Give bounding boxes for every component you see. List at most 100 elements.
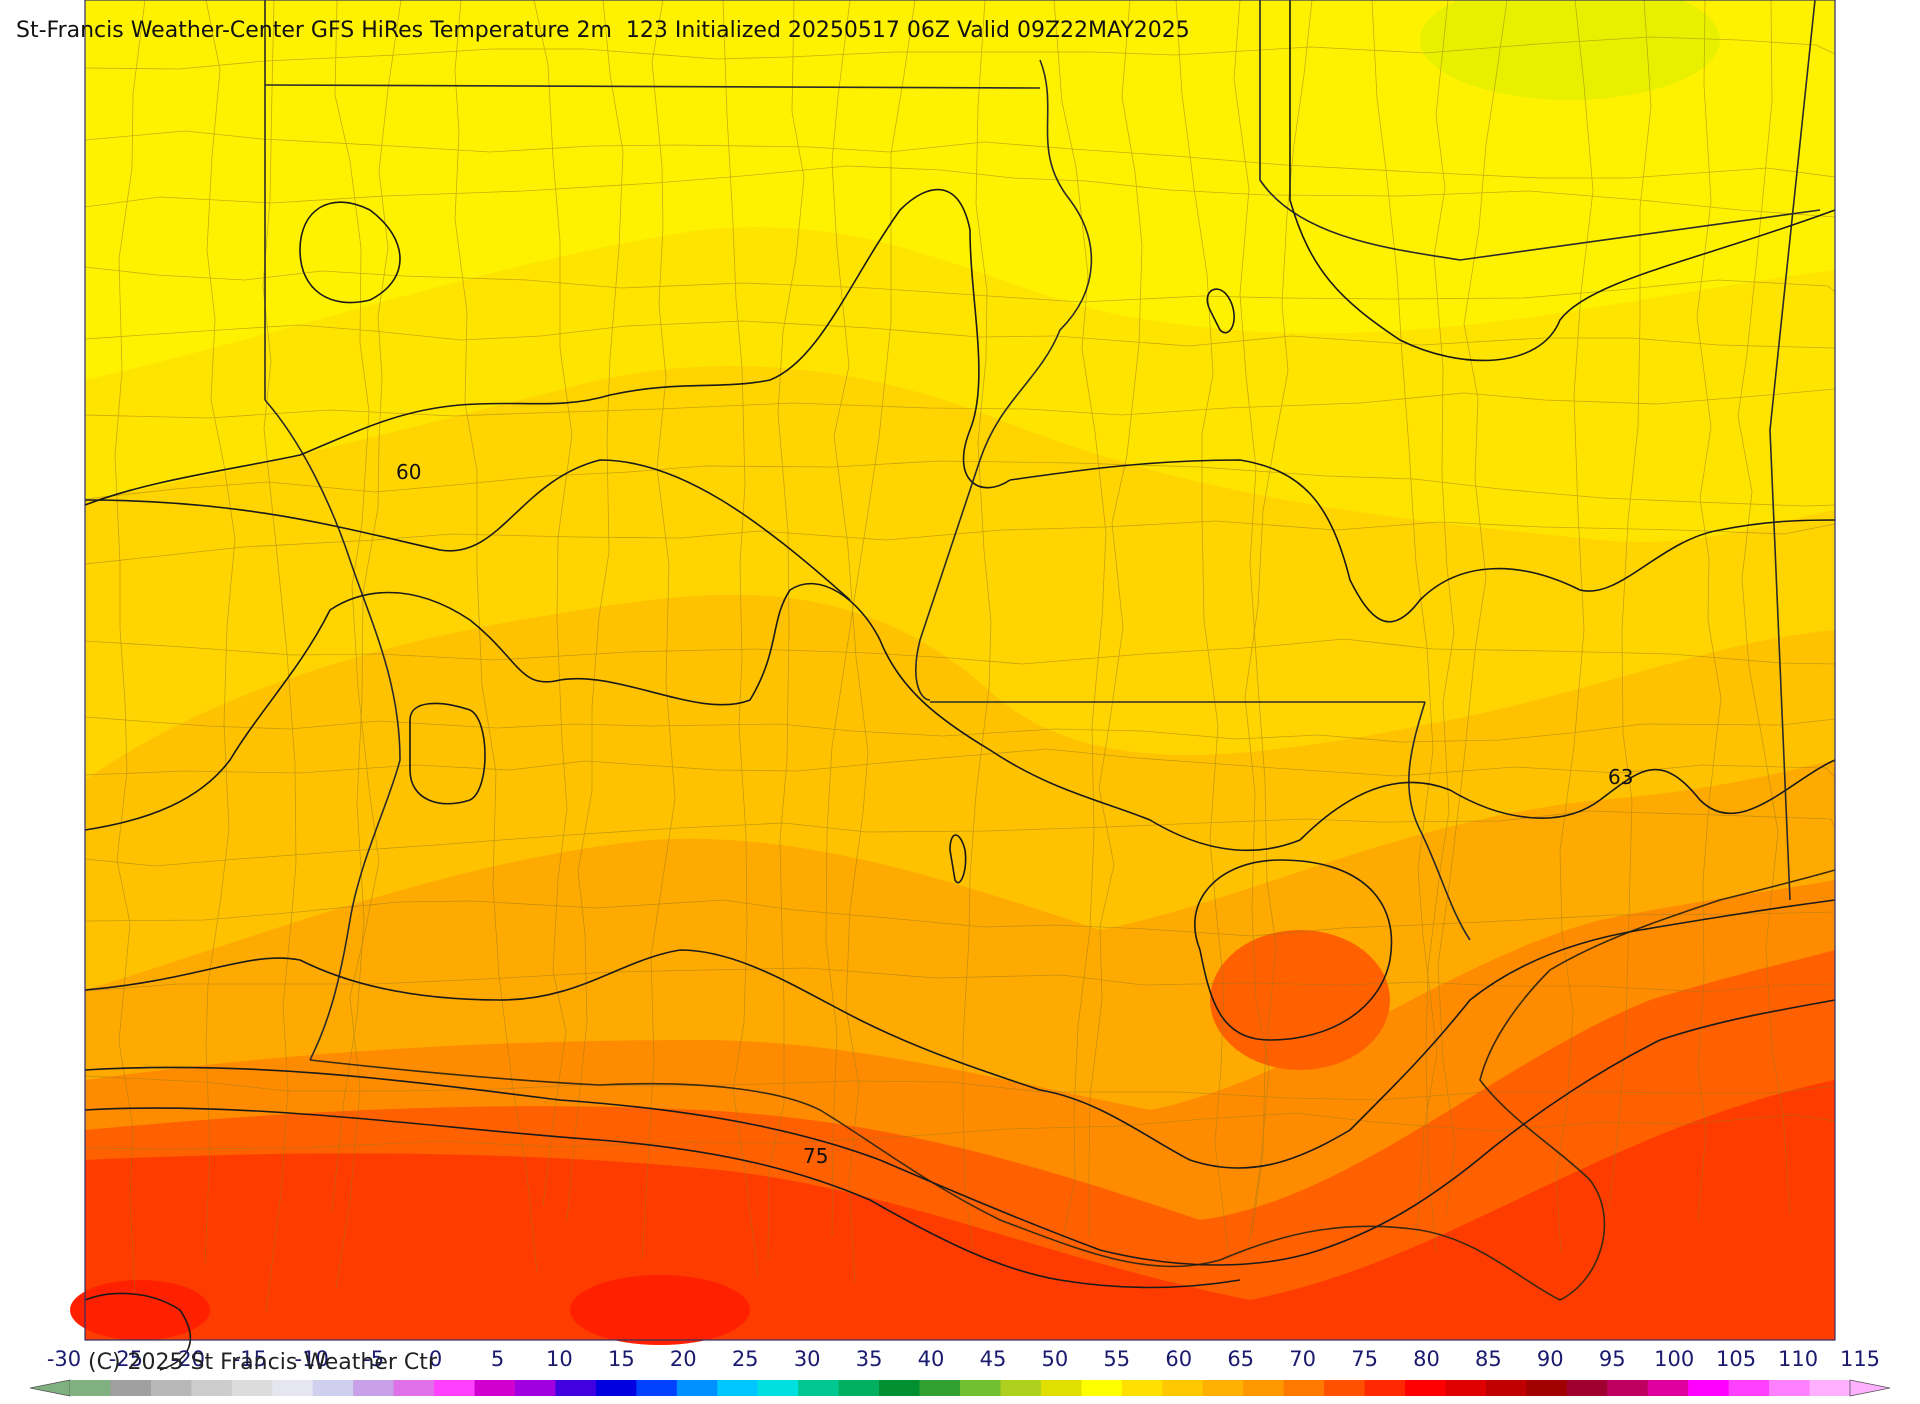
county-line <box>262 0 297 1312</box>
colorbar-swatch <box>636 1380 678 1396</box>
band-lime <box>1420 0 1720 100</box>
colorbar-swatch <box>798 1380 840 1396</box>
colorbar-tick: 20 <box>669 1347 697 1371</box>
colorbar-swatch <box>919 1380 961 1396</box>
isotherm-63 <box>84 582 1836 852</box>
colorbar-swatch <box>1607 1380 1649 1396</box>
colorbar-swatch <box>150 1380 192 1396</box>
colorbar-tick: -30 <box>46 1347 82 1371</box>
colorbar-swatch <box>1162 1380 1204 1396</box>
colorbar-tick: 5 <box>490 1347 505 1371</box>
county-line <box>84 460 1836 507</box>
colorbar-tick: 105 <box>1716 1347 1757 1371</box>
county-line <box>1608 0 1652 1210</box>
county-line <box>114 0 146 1294</box>
isotherm-pocket-east <box>1194 859 1393 1041</box>
colorbar-tick: 45 <box>979 1347 1007 1371</box>
colorbar-swatch <box>555 1380 597 1396</box>
county-line <box>84 1112 1836 1150</box>
colorbar-tick: 0 <box>428 1347 443 1371</box>
state-line-ar-north <box>264 84 1041 89</box>
map-frame <box>84 0 1836 1341</box>
colorbar-tick: -10 <box>294 1347 329 1371</box>
colorbar-swatch <box>1809 1380 1851 1396</box>
county-boundaries <box>84 0 1836 1312</box>
county-line <box>641 0 676 1260</box>
colorbar-swatch <box>1405 1380 1446 1396</box>
band-red-pocket <box>570 1275 750 1345</box>
county-line <box>722 0 759 1278</box>
county-line <box>1696 0 1722 1222</box>
state-line-pearl <box>1408 701 1471 941</box>
colorbar-swatch <box>717 1380 759 1396</box>
band-orange-pocket <box>1210 930 1390 1070</box>
colorbar-min-arrow <box>29 1379 71 1397</box>
copyright-text: (C) 2025 St Francis Weather Ctr <box>88 1350 437 1375</box>
colorbar-swatch <box>1485 1380 1527 1396</box>
isotherm-61 <box>1009 459 1836 623</box>
colorbar-tick: 90 <box>1536 1347 1564 1371</box>
colorbar-swatch <box>515 1380 556 1396</box>
isotherm-ring-nw <box>299 201 401 304</box>
state-line-mississippi-river <box>915 59 1093 701</box>
colorbar-swatch <box>1040 1380 1082 1396</box>
colorbar-swatch <box>757 1380 799 1396</box>
colorbar-swatch <box>1728 1380 1770 1396</box>
county-line <box>84 36 1836 70</box>
contour-label-63: 63 <box>1608 765 1634 789</box>
county-line <box>1088 0 1143 1237</box>
colorbar-swatch <box>838 1380 880 1396</box>
colorbar-tick: 55 <box>1103 1347 1131 1371</box>
colorbar-tick: 15 <box>608 1347 635 1371</box>
county-line <box>1233 0 1277 1236</box>
colorbar-swatch <box>353 1380 395 1396</box>
county-line <box>84 748 1836 778</box>
colorbar-swatch <box>676 1380 718 1396</box>
county-line <box>1371 0 1438 1237</box>
colorbar-swatch <box>393 1380 435 1396</box>
contour-label-75: 75 <box>803 1144 829 1168</box>
county-line <box>1425 0 1455 1253</box>
colorbar-tick: 80 <box>1413 1347 1440 1371</box>
colorbar-swatch <box>1121 1380 1163 1396</box>
colorbar-swatch <box>70 1380 111 1396</box>
state-boundaries <box>264 0 1821 1061</box>
colorbar-swatch <box>879 1380 921 1396</box>
colorbar-tick: 40 <box>917 1347 945 1371</box>
county-line <box>84 1075 1836 1101</box>
colorbar-tick: -25 <box>108 1347 144 1371</box>
county-line <box>1555 0 1594 1254</box>
colorbar-swatch <box>1202 1380 1244 1396</box>
isotherm-ring-ne <box>1206 288 1235 334</box>
colorbar-tick: 85 <box>1475 1347 1502 1371</box>
isotherm-ring-c <box>949 834 967 884</box>
colorbar-tick: 115 <box>1839 1347 1881 1371</box>
colorbar-tick: 95 <box>1598 1347 1626 1371</box>
colorbar-swatch <box>960 1380 1001 1396</box>
colorbar-swatch <box>231 1380 273 1396</box>
colorbar-tick: 110 <box>1778 1347 1819 1371</box>
colorbar-tick: 30 <box>793 1347 821 1371</box>
colorbar-swatch <box>1324 1380 1366 1396</box>
colorbar-swatch <box>434 1380 476 1396</box>
county-line <box>84 899 1836 937</box>
colorbar-swatch <box>1243 1380 1285 1396</box>
county-line <box>84 810 1836 867</box>
colorbar-tick: -20 <box>170 1347 206 1371</box>
colorbar-tick: 100 <box>1654 1347 1695 1371</box>
gulf-coastline <box>309 869 1836 1301</box>
county-line <box>1737 0 1791 1215</box>
colorbar-tick: 65 <box>1227 1347 1255 1371</box>
county-line <box>84 520 1836 565</box>
colorbar-swatch <box>1526 1380 1568 1396</box>
coastline-main <box>309 869 1836 1301</box>
isotherm-75 <box>84 1107 1241 1289</box>
colorbar-tick: 70 <box>1289 1347 1316 1371</box>
county-line <box>825 0 916 1238</box>
county-line <box>204 0 236 1266</box>
isotherm-73 <box>84 999 1836 1266</box>
isotherm-north-east <box>1289 0 1836 362</box>
colorbar-swatch <box>110 1380 152 1396</box>
map-title: St-Francis Weather-Center GFS HiRes Temp… <box>16 18 1190 43</box>
